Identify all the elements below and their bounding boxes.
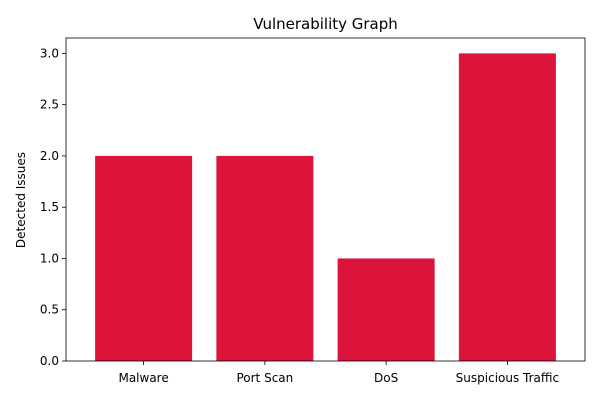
y-axis-label: Detected Issues — [14, 152, 28, 248]
y-tick-label: 2.0 — [40, 149, 59, 163]
bar-malware — [95, 155, 193, 361]
bar-dos — [337, 258, 435, 361]
y-tick-label: 1.5 — [40, 200, 59, 214]
bar-suspicious-traffic — [458, 53, 556, 361]
x-tick-label: DoS — [374, 371, 398, 385]
y-tick-label: 0.0 — [40, 354, 59, 368]
x-tick-label: Malware — [118, 371, 168, 385]
y-tick-label: 3.0 — [40, 46, 59, 60]
x-tick-label: Port Scan — [236, 371, 293, 385]
y-axis-ticks: 0.0 0.5 1.0 1.5 2.0 2.5 3.0 — [40, 46, 66, 368]
bars-group — [95, 53, 556, 361]
bar-port-scan — [216, 155, 314, 361]
axes-border — [65, 37, 586, 362]
y-tick-label: 1.0 — [40, 251, 59, 265]
y-tick-label: 0.5 — [40, 303, 59, 317]
x-tick-label: Suspicious Traffic — [456, 371, 559, 385]
y-tick-label: 2.5 — [40, 98, 59, 112]
chart-title: Vulnerability Graph — [253, 15, 398, 33]
x-axis-ticks: Malware Port Scan DoS Suspicious Traffic — [118, 361, 559, 385]
axes-frame — [65, 37, 586, 362]
